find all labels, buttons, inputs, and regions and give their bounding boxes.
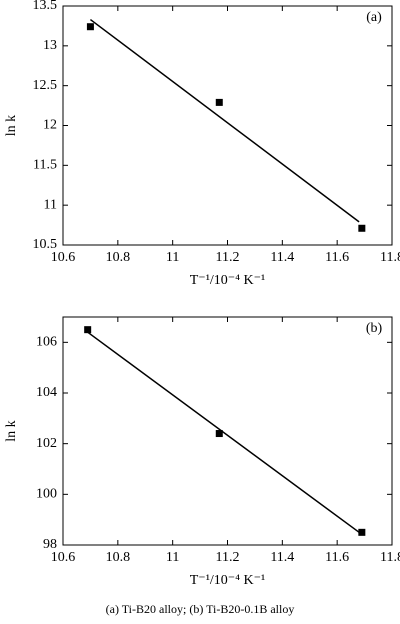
x-tick-label: 11.2 bbox=[216, 550, 240, 565]
x-tick-label: 11.2 bbox=[216, 250, 240, 265]
x-axis-label: T⁻¹/10⁻⁴ K⁻¹ bbox=[190, 573, 266, 588]
caption: (a) Ti-B20 alloy; (b) Ti-B20-0.1B alloy bbox=[106, 602, 295, 616]
y-tick-label: 10.5 bbox=[33, 237, 58, 252]
y-tick-label: 102 bbox=[36, 436, 57, 451]
x-tick-label: 10.6 bbox=[51, 250, 76, 265]
x-tick-label: 10.8 bbox=[106, 250, 131, 265]
y-tick-label: 11.5 bbox=[33, 158, 57, 173]
y-tick-label: 98 bbox=[43, 537, 57, 552]
y-tick-label: 100 bbox=[36, 487, 57, 502]
x-tick-label: 10.8 bbox=[106, 550, 131, 565]
x-tick-label: 11.6 bbox=[325, 550, 349, 565]
x-tick-label: 10.6 bbox=[51, 550, 76, 565]
x-tick-label: 11.8 bbox=[380, 250, 400, 265]
x-tick-label: 11.4 bbox=[270, 550, 294, 565]
x-tick-label: 11.8 bbox=[380, 550, 400, 565]
panel-label: (a) bbox=[366, 10, 382, 25]
data-point bbox=[215, 98, 223, 106]
y-tick-label: 11 bbox=[44, 197, 57, 212]
panel-label: (b) bbox=[366, 321, 383, 336]
x-tick-label: 11 bbox=[166, 550, 179, 565]
y-tick-label: 13 bbox=[43, 38, 57, 53]
y-tick-label: 106 bbox=[36, 335, 57, 350]
y-axis-label: ln k bbox=[4, 420, 19, 441]
data-point bbox=[86, 23, 94, 31]
x-tick-label: 11 bbox=[166, 250, 179, 265]
fit-line bbox=[89, 18, 360, 223]
data-point bbox=[215, 430, 223, 438]
data-point bbox=[84, 326, 92, 334]
x-axis-label: T⁻¹/10⁻⁴ K⁻¹ bbox=[190, 273, 266, 288]
y-tick-label: 12.5 bbox=[33, 78, 58, 93]
fit-line bbox=[87, 331, 360, 533]
x-tick-label: 11.4 bbox=[270, 250, 294, 265]
y-tick-label: 104 bbox=[36, 385, 57, 400]
x-tick-label: 11.6 bbox=[325, 250, 349, 265]
y-tick-label: 12 bbox=[43, 118, 57, 133]
data-point bbox=[358, 224, 366, 232]
y-tick-label: 13.5 bbox=[33, 0, 58, 13]
y-axis-label: ln k bbox=[4, 115, 19, 136]
data-point bbox=[358, 528, 366, 536]
